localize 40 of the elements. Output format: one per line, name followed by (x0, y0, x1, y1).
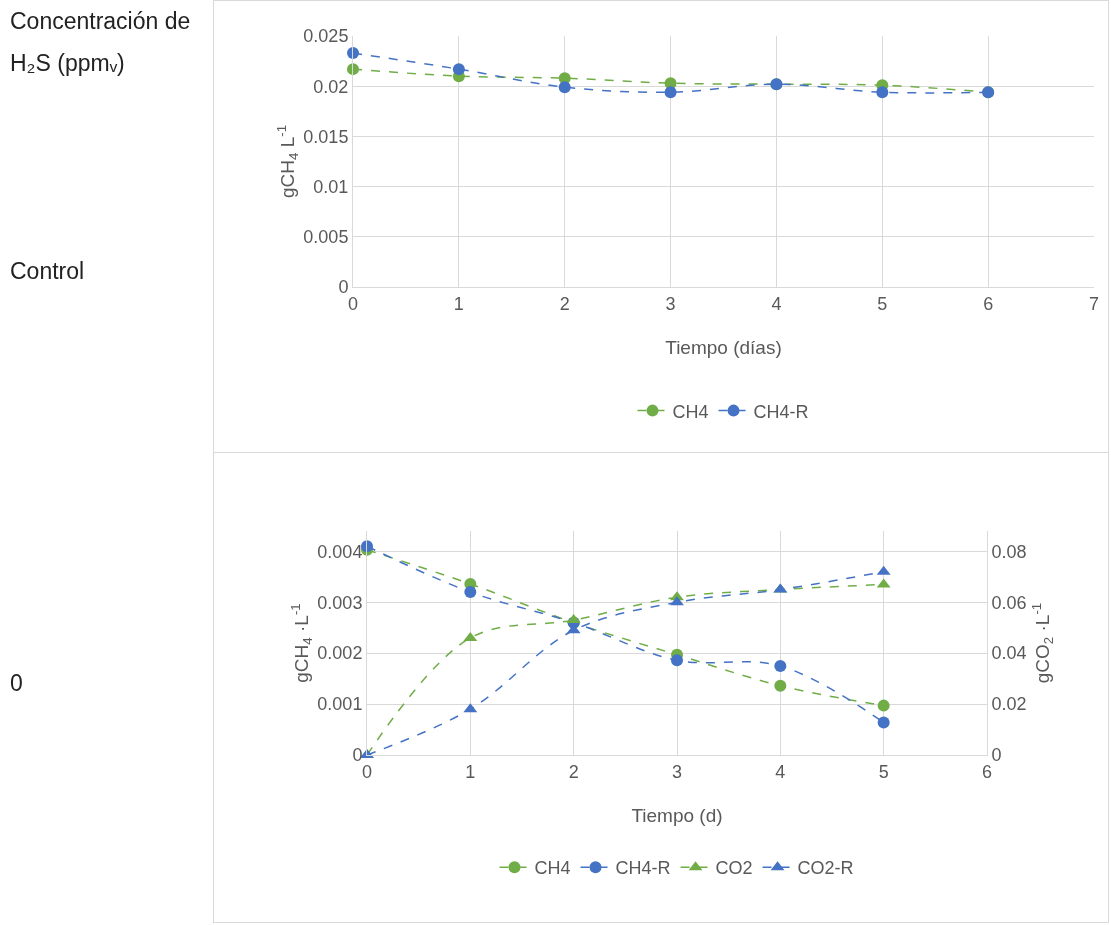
y-tick-label: 0.01 (313, 176, 349, 197)
x-tick-label: 2 (568, 761, 579, 782)
legend-label: CH4-R (615, 858, 671, 879)
x-tick-label: 1 (465, 761, 476, 782)
x-tick-label: 3 (671, 761, 683, 782)
y2-tick-label: 0 (991, 745, 1002, 766)
text: 0 (10, 669, 24, 698)
legend-label: CH4 (534, 858, 571, 879)
x-tick-label: 1 (453, 293, 464, 314)
x-tick-label: 3 (665, 293, 676, 314)
y-tick-label: 0.002 (317, 643, 363, 664)
y-tick-label: 0.025 (303, 26, 349, 47)
x-tick-label: 6 (983, 293, 994, 314)
x-tick-label: 2 (559, 293, 570, 314)
y-tick-label: 0.015 (303, 126, 349, 147)
x-tick-label: 7 (1088, 293, 1100, 314)
x-tick-label: 5 (878, 761, 889, 782)
y-tick-label: 0 (352, 745, 363, 766)
y2-tick-label: 0.04 (991, 643, 1027, 664)
y2-tick-label: 0.02 (991, 694, 1027, 715)
x-tick-label: 5 (877, 293, 888, 314)
legend-label: CH4-R (753, 401, 809, 422)
text: Concentración de H₂S (ppmᵥ) (10, 7, 192, 78)
y-tick-label: 0 (338, 277, 349, 298)
x-tick-label: 4 (775, 761, 786, 782)
x-tick-label: 6 (981, 761, 993, 782)
y-tick-label: 0.003 (317, 592, 363, 613)
x-axis-title: Tiempo (d) (631, 805, 723, 826)
y-tick-label: 0.005 (303, 227, 349, 248)
legend-label: CH4 (672, 401, 709, 422)
text: Control (10, 257, 86, 286)
y-tick-label: 0.02 (313, 76, 349, 97)
y-tick-label: 0.001 (317, 694, 363, 715)
legend-label: CO2-R (797, 858, 854, 879)
legend-label: CO2 (715, 858, 753, 879)
x-axis-title: Tiempo (días) (665, 337, 782, 358)
y-tick-label: 0.004 (317, 541, 363, 562)
y2-tick-label: 0.08 (991, 541, 1027, 562)
x-tick-label: 4 (771, 293, 782, 314)
y2-tick-label: 0.06 (991, 592, 1027, 613)
